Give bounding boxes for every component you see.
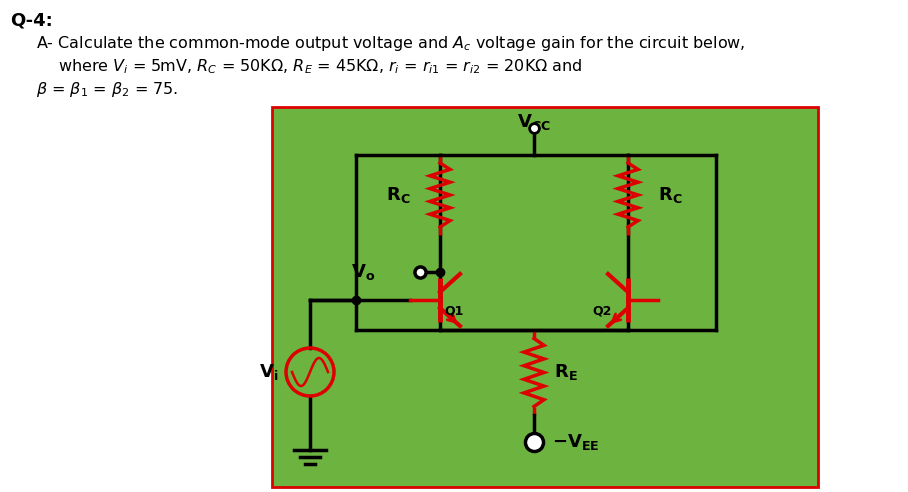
Bar [272, 107, 818, 487]
Text: $\mathbf{R_E}$: $\mathbf{R_E}$ [554, 363, 577, 382]
Text: $\mathbf{V_i}$: $\mathbf{V_i}$ [259, 362, 278, 382]
Text: $\beta$ = $\beta_1$ = $\beta_2$ = 75.: $\beta$ = $\beta_1$ = $\beta_2$ = 75. [36, 80, 178, 99]
Text: $\mathbf{V_o}$: $\mathbf{V_o}$ [350, 262, 375, 282]
Text: $\mathbf{R_C}$: $\mathbf{R_C}$ [386, 185, 410, 205]
Text: where $V_i$ = 5mV, $R_C$ = 50K$\Omega$, $R_E$ = 45K$\Omega$, $r_i$ = $r_{i1}$ = : where $V_i$ = 5mV, $R_C$ = 50K$\Omega$, … [58, 57, 583, 76]
Text: $\mathbf{V_{CC}}$: $\mathbf{V_{CC}}$ [517, 112, 551, 132]
Text: Q-4:: Q-4: [10, 12, 53, 30]
Text: $\mathbf{-V_{EE}}$: $\mathbf{-V_{EE}}$ [552, 432, 599, 452]
Text: $\mathbf{R_C}$: $\mathbf{R_C}$ [657, 185, 682, 205]
Text: A- Calculate the common-mode output voltage and $A_c$ voltage gain for the circu: A- Calculate the common-mode output volt… [36, 34, 745, 53]
Text: Q1: Q1 [444, 304, 463, 317]
Text: Q2: Q2 [592, 304, 611, 317]
